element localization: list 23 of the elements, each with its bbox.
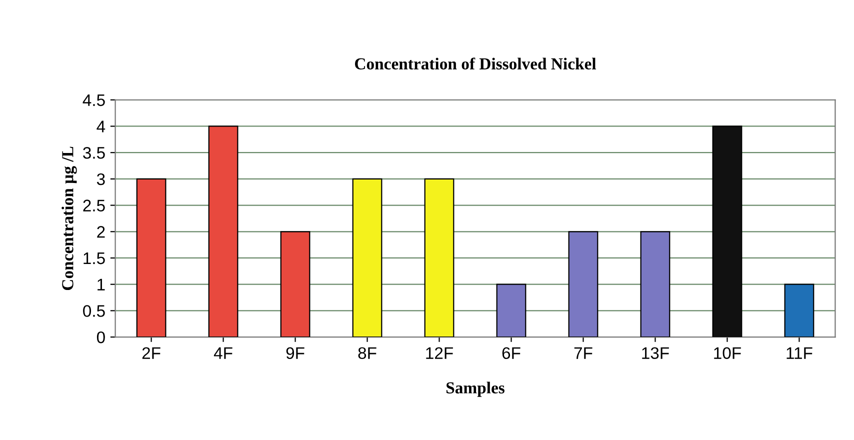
x-tick-label: 4F [214, 347, 232, 359]
y-tick-label: 4 [96, 120, 106, 132]
y-tick-label: 3.5 [83, 146, 105, 159]
x-tick-label: 10F [714, 347, 741, 360]
x-tick-label: 8F [358, 347, 376, 360]
y-tick-label: 3 [96, 173, 105, 186]
x-axis-title: Samples [446, 382, 504, 397]
y-tick-label: 2.5 [83, 200, 105, 212]
y-tick-label: 4.5 [82, 94, 105, 106]
x-tick-label: 12F [426, 347, 453, 359]
y-tick-label: 0.5 [83, 305, 105, 317]
x-tick-label: 6F [502, 347, 520, 360]
x-tick-label: 9F [286, 347, 304, 360]
x-tick-label: 7F [574, 347, 592, 359]
x-tick-label: 13F [642, 347, 669, 360]
y-axis-title: Concentration µg /L [62, 146, 77, 290]
x-tick-label: 2F [142, 347, 160, 359]
y-tick-label: 1 [98, 278, 105, 290]
y-tick-label: 2 [97, 226, 105, 238]
y-tick-label: 0 [96, 331, 105, 344]
y-tick-label: 1.5 [84, 252, 105, 264]
x-tick-label: 11F [786, 347, 812, 359]
chart-title: Concentration of Dissolved Nickel [355, 58, 596, 70]
